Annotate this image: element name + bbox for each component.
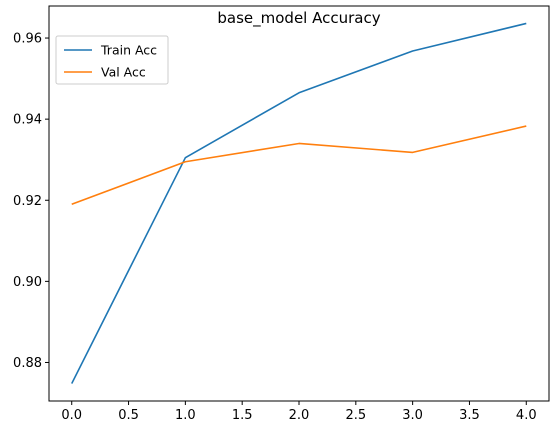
x-tick-label: 1.0 — [175, 408, 196, 423]
legend-label-train-acc: Train Acc — [100, 43, 157, 58]
x-tick-label: 1.5 — [232, 408, 253, 423]
y-tick-label: 0.88 — [13, 356, 42, 371]
series-line-val-acc — [71, 125, 527, 206]
legend: Train Acc Val Acc — [55, 35, 169, 85]
series-line-train-acc — [71, 22, 527, 384]
y-tick-label: 0.96 — [13, 32, 42, 47]
x-tick-label: 2.5 — [345, 408, 366, 423]
x-tick-label: 2.0 — [289, 408, 310, 423]
x-tick-label: 0.0 — [61, 408, 82, 423]
x-tick-label: 3.0 — [402, 408, 423, 423]
x-tick-label: 3.5 — [459, 408, 480, 423]
y-tick-label: 0.90 — [13, 275, 42, 290]
x-tick-label: 4.0 — [516, 408, 537, 423]
x-tick-label: 0.5 — [118, 408, 139, 423]
legend-label-val-acc: Val Acc — [101, 65, 146, 80]
y-tick-label: 0.94 — [13, 113, 42, 128]
y-tick-label: 0.92 — [13, 194, 42, 209]
chart-title: base_model Accuracy — [217, 9, 380, 28]
